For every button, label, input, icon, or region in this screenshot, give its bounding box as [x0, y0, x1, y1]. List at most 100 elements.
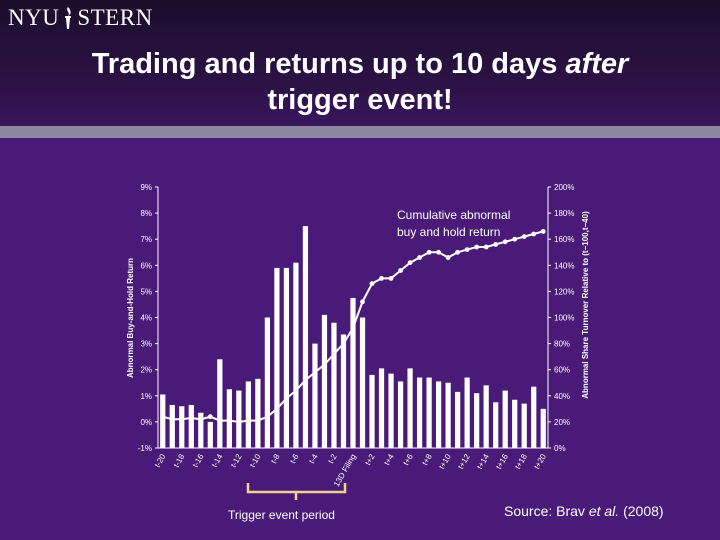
left-tick-label: 1% — [140, 392, 152, 401]
turnover-bar-t+3 — [378, 368, 385, 448]
return-point-t-20 — [160, 414, 166, 420]
return-point-t-3 — [322, 362, 327, 367]
right-axis-label: Abnormal Share Turnover Relative to (t−1… — [581, 211, 590, 399]
return-point-t-1 — [341, 341, 346, 346]
source-caption: Source: Brav et al. (2008) — [504, 503, 664, 519]
return-point-t-6 — [293, 388, 299, 393]
x-tick-label: t+12 — [456, 452, 472, 471]
turnover-bar-t-8 — [274, 267, 280, 448]
turnover-bar-t-16 — [198, 412, 204, 448]
return-point-t+10 — [445, 255, 451, 260]
x-tick-label: t-2 — [326, 452, 339, 465]
turnover-bar-13D Filing — [350, 297, 356, 448]
left-tick-label: 8% — [140, 209, 152, 218]
annotation-line2: buy and hold return — [397, 225, 500, 239]
x-tick-label: t-8 — [269, 452, 282, 465]
return-point-t-12 — [236, 419, 242, 425]
source-suffix: (2008) — [623, 503, 664, 519]
return-point-t+20 — [540, 229, 546, 234]
x-tick-label: t-6 — [288, 452, 301, 465]
return-point-t-4 — [312, 369, 318, 375]
slide-header: NYU STERN Trading and returns up to 10 d… — [0, 0, 720, 128]
return-point-t+8 — [426, 249, 432, 255]
return-point-t+7 — [417, 255, 422, 260]
turnover-bar-t+20 — [540, 408, 546, 448]
turnover-bar-t-7 — [283, 267, 290, 448]
turnover-bar-t+12 — [464, 377, 470, 448]
x-tick-label: t+2 — [363, 452, 377, 467]
torch-icon — [65, 7, 72, 29]
return-point-t-18 — [179, 416, 185, 422]
return-point-t-11 — [246, 418, 251, 423]
turnover-bar-t-10 — [255, 378, 261, 448]
logo-text-left: NYU — [8, 5, 60, 30]
turnover-bar-t-19 — [169, 404, 175, 448]
return-point-t+11 — [455, 249, 460, 255]
right-tick-label: 0% — [554, 444, 566, 453]
turnover-bar-t-20 — [160, 394, 166, 448]
right-tick-label: 20% — [554, 418, 570, 427]
right-tick-label: 200% — [554, 183, 574, 192]
return-point-t-7 — [284, 396, 289, 401]
turnover-bar-t+11 — [455, 391, 461, 448]
turnover-bar-t+18 — [521, 403, 527, 448]
return-point-t-9 — [265, 414, 270, 420]
turnover-bar-t+5 — [397, 381, 404, 448]
return-point-t-16 — [198, 416, 204, 422]
return-point-t+16 — [502, 239, 508, 245]
return-point-t+14 — [483, 244, 489, 250]
source-emphasis: et al. — [588, 503, 620, 519]
x-tick-label: t-10 — [248, 452, 263, 469]
cumulative-return-line — [160, 229, 546, 425]
turnover-bar-t-6 — [293, 262, 299, 448]
return-point-t-17 — [188, 415, 194, 421]
x-tick-label: t-14 — [210, 452, 225, 469]
turnover-bar-t+6 — [407, 368, 413, 448]
right-tick-label: 80% — [554, 340, 570, 349]
right-tick-label: 180% — [554, 209, 574, 218]
return-point-t+15 — [493, 242, 499, 247]
return-point-t-15 — [207, 414, 213, 420]
left-axis-label: Abnormal Buy-and-Hold Return — [126, 258, 135, 378]
right-tick-label: 100% — [554, 314, 574, 323]
x-tick-label: t+8 — [420, 452, 434, 467]
turnover-bar-t+9 — [435, 381, 442, 448]
right-tick-label: 40% — [554, 392, 570, 401]
return-point-t+4 — [388, 276, 394, 281]
trigger-bracket — [246, 483, 347, 500]
return-point-t+1 — [360, 299, 365, 305]
turnover-bar-t+4 — [388, 373, 394, 448]
return-point-t-10 — [255, 418, 261, 423]
x-tick-label: t+18 — [513, 452, 529, 471]
trigger-caption: Trigger event period — [228, 508, 335, 522]
left-tick-label: 3% — [140, 340, 152, 349]
x-tick-label: t+14 — [475, 452, 491, 471]
turnover-bar-t-14 — [217, 359, 223, 448]
turnover-bar-t+17 — [512, 399, 518, 448]
turnover-bar-t-15 — [207, 421, 213, 448]
left-axis-ticks: 9% 8% 7% 6% 5% 4% 3% 2% 1% 0% -1% — [138, 183, 158, 453]
right-tick-label: 160% — [554, 235, 574, 244]
return-point-13D Filing — [350, 325, 356, 331]
x-tick-label: t+10 — [437, 452, 453, 471]
turnover-bar-t-11 — [245, 381, 251, 448]
turnover-bar-t+1 — [359, 317, 366, 448]
x-tick-label: t-18 — [172, 452, 187, 469]
turnover-bar-t-2 — [331, 322, 337, 448]
turnover-bar-t+19 — [531, 386, 537, 448]
turnover-bar-t-5 — [302, 226, 309, 448]
left-tick-label: 0% — [140, 418, 152, 427]
x-tick-label: t-4 — [307, 452, 320, 465]
x-tick-label: t+16 — [494, 452, 510, 471]
left-tick-label: 6% — [140, 261, 152, 270]
left-tick-label: -1% — [138, 444, 152, 453]
turnover-bar-t+10 — [445, 382, 451, 448]
title-emphasis: after — [565, 48, 629, 80]
left-tick-label: 9% — [140, 183, 152, 192]
right-axis-ticks: 200% 180% 160% 140% 120% 100% 80% 60% 40% 20% 0% — [548, 183, 574, 453]
return-point-t+2 — [369, 281, 375, 286]
return-point-t+9 — [436, 249, 441, 255]
nyu-stern-logo: NYU STERN — [8, 4, 153, 32]
return-point-t+19 — [531, 231, 537, 237]
